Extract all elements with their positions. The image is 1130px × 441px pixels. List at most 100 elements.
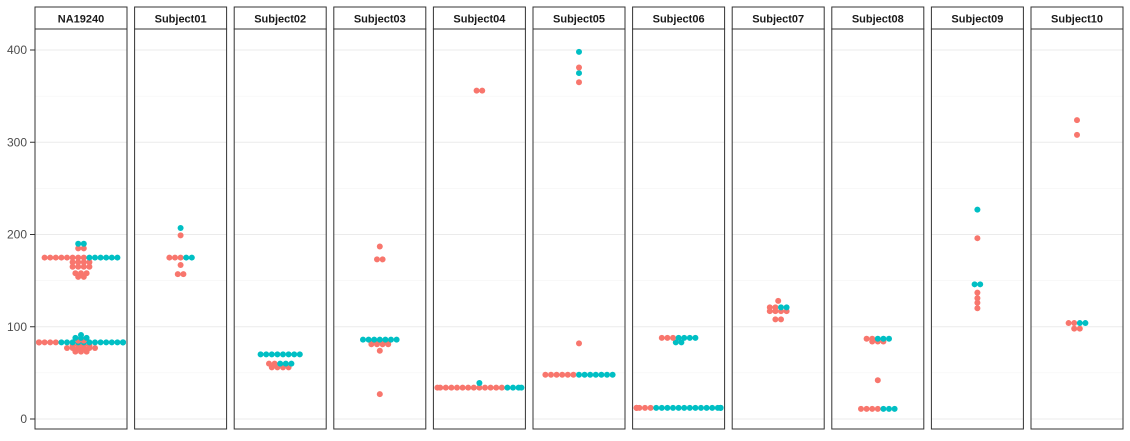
data-point — [166, 254, 173, 261]
facet-label: Subject10 — [1051, 14, 1103, 26]
data-point — [271, 360, 278, 367]
data-point — [72, 270, 79, 277]
panel-border — [134, 28, 228, 430]
data-point — [459, 384, 466, 391]
data-point — [177, 254, 184, 261]
data-point — [664, 334, 671, 341]
data-point — [974, 305, 981, 312]
data-point — [69, 263, 76, 270]
data-point — [717, 404, 724, 411]
data-point — [376, 347, 383, 354]
y-tick-label: 400 — [7, 43, 27, 57]
data-point — [863, 405, 870, 412]
facet-label: Subject03 — [354, 14, 406, 26]
data-point — [974, 289, 981, 296]
y-axis: 0 100 200 300 400 — [7, 43, 35, 426]
data-point — [778, 316, 784, 323]
data-point — [542, 371, 549, 378]
data-point — [576, 79, 582, 86]
data-point — [83, 270, 90, 277]
facet-label: Subject06 — [653, 14, 705, 26]
data-point — [376, 243, 383, 250]
data-point — [277, 360, 284, 367]
data-point — [437, 384, 444, 391]
y-tick-label: 0 — [20, 412, 27, 426]
data-point — [75, 259, 82, 266]
data-point — [86, 254, 93, 261]
data-point — [83, 334, 90, 341]
panel-border — [731, 28, 825, 430]
facet-panel: Subject02 — [233, 6, 327, 430]
data-point — [448, 384, 455, 391]
data-point — [479, 87, 486, 94]
data-point — [80, 263, 87, 270]
data-point — [783, 304, 790, 311]
data-point — [177, 261, 184, 268]
data-point — [858, 405, 864, 412]
data-point — [1076, 320, 1083, 327]
data-point — [86, 339, 93, 346]
data-point — [576, 70, 582, 77]
data-point — [266, 360, 272, 367]
data-point — [592, 371, 599, 378]
data-point — [686, 334, 693, 341]
data-point — [64, 254, 70, 261]
data-point — [288, 360, 295, 367]
data-point — [263, 351, 270, 358]
plot-area — [333, 29, 426, 429]
data-point — [75, 240, 82, 247]
data-point — [69, 254, 76, 261]
facet-label: NA19240 — [58, 14, 104, 26]
data-point — [974, 295, 981, 302]
data-point — [78, 332, 84, 339]
data-point — [974, 299, 981, 306]
data-point — [177, 225, 184, 232]
y-tick-label: 100 — [7, 320, 27, 334]
data-point — [58, 339, 65, 346]
panel-border — [532, 28, 626, 430]
data-point — [559, 371, 566, 378]
data-point — [296, 351, 303, 358]
data-point — [498, 384, 505, 391]
data-point — [393, 336, 400, 343]
data-point — [581, 371, 588, 378]
data-point — [80, 259, 87, 266]
data-point — [880, 335, 887, 342]
plot-area — [35, 29, 127, 429]
data-point — [379, 256, 386, 263]
y-tick-label: 300 — [7, 135, 27, 149]
data-point — [360, 336, 366, 343]
data-point — [971, 281, 978, 288]
data-point — [92, 339, 98, 346]
plot-area — [433, 29, 526, 429]
plot-area — [533, 29, 625, 429]
panel-border — [930, 28, 1024, 430]
data-point — [891, 405, 898, 412]
plot-area — [234, 29, 327, 429]
data-point — [587, 371, 594, 378]
data-point — [80, 240, 87, 247]
data-point — [108, 254, 115, 261]
data-point — [47, 254, 54, 261]
data-point — [703, 404, 710, 411]
data-point — [642, 404, 648, 411]
data-point — [675, 404, 682, 411]
data-point — [647, 404, 654, 411]
data-point — [772, 316, 779, 323]
facet-label: Subject05 — [553, 14, 605, 26]
data-point — [75, 254, 82, 261]
data-point — [869, 405, 876, 412]
data-point — [548, 371, 554, 378]
data-point — [977, 281, 984, 288]
plot-area — [732, 29, 825, 429]
data-point — [775, 297, 782, 304]
data-point — [114, 254, 121, 261]
facet-label: Subject02 — [254, 14, 306, 26]
facet-label: Subject09 — [951, 14, 1003, 26]
data-point — [64, 344, 70, 351]
data-point — [52, 339, 59, 346]
plot-area — [632, 29, 725, 429]
data-point — [1071, 325, 1078, 332]
data-point — [692, 404, 699, 411]
data-point — [576, 371, 582, 378]
